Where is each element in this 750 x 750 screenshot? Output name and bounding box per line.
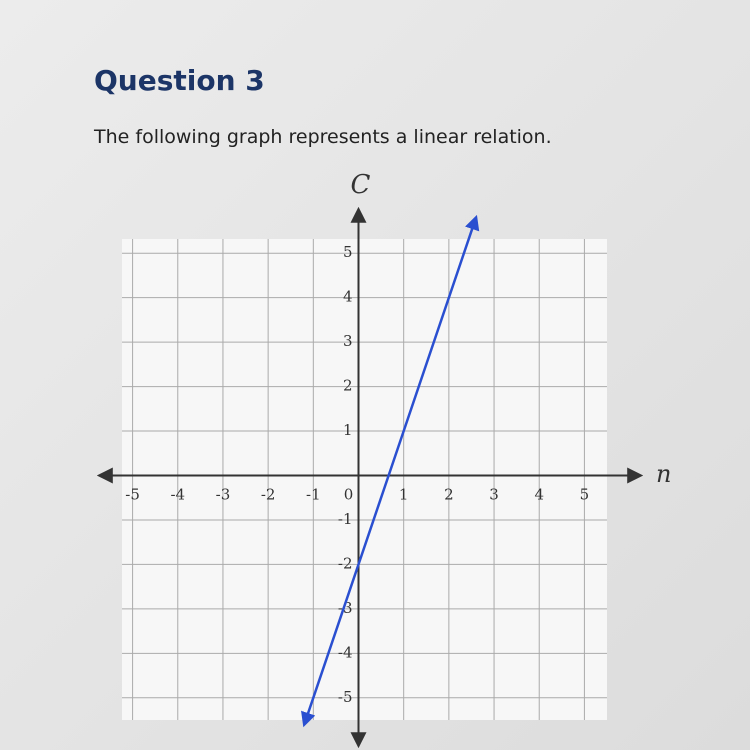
question-title: Question 3: [94, 64, 265, 97]
x-axis-label: n: [656, 460, 671, 488]
y-tick-label: -2: [338, 554, 353, 572]
x-tick-label: 0: [344, 486, 354, 504]
line: [301, 214, 480, 728]
y-tick-label: -4: [338, 643, 353, 661]
x-tick-label: -2: [261, 486, 276, 504]
y-tick-label: 3: [343, 332, 353, 350]
x-tick-label: 2: [444, 486, 454, 504]
x-tick-label: 4: [534, 486, 544, 504]
question-prompt: The following graph represents a linear …: [94, 126, 552, 148]
y-axis-label: C: [351, 170, 371, 200]
x-tick-label: -1: [306, 486, 321, 504]
plot-area: [122, 239, 607, 720]
x-tick-label: -3: [216, 486, 231, 504]
y-tick-label: 5: [343, 243, 353, 261]
x-tick-label: 1: [399, 486, 409, 504]
x-tick-label: 3: [489, 486, 499, 504]
x-tick-label: 5: [580, 486, 590, 504]
x-tick-label: -5: [125, 486, 140, 504]
y-tick-label: 2: [343, 377, 353, 395]
x-tick-label: -4: [170, 486, 185, 504]
y-tick-label: 4: [343, 288, 353, 306]
y-tick-label: -5: [338, 688, 353, 706]
y-tick-label: 1: [343, 421, 353, 439]
y-tick-label: -1: [338, 510, 353, 528]
